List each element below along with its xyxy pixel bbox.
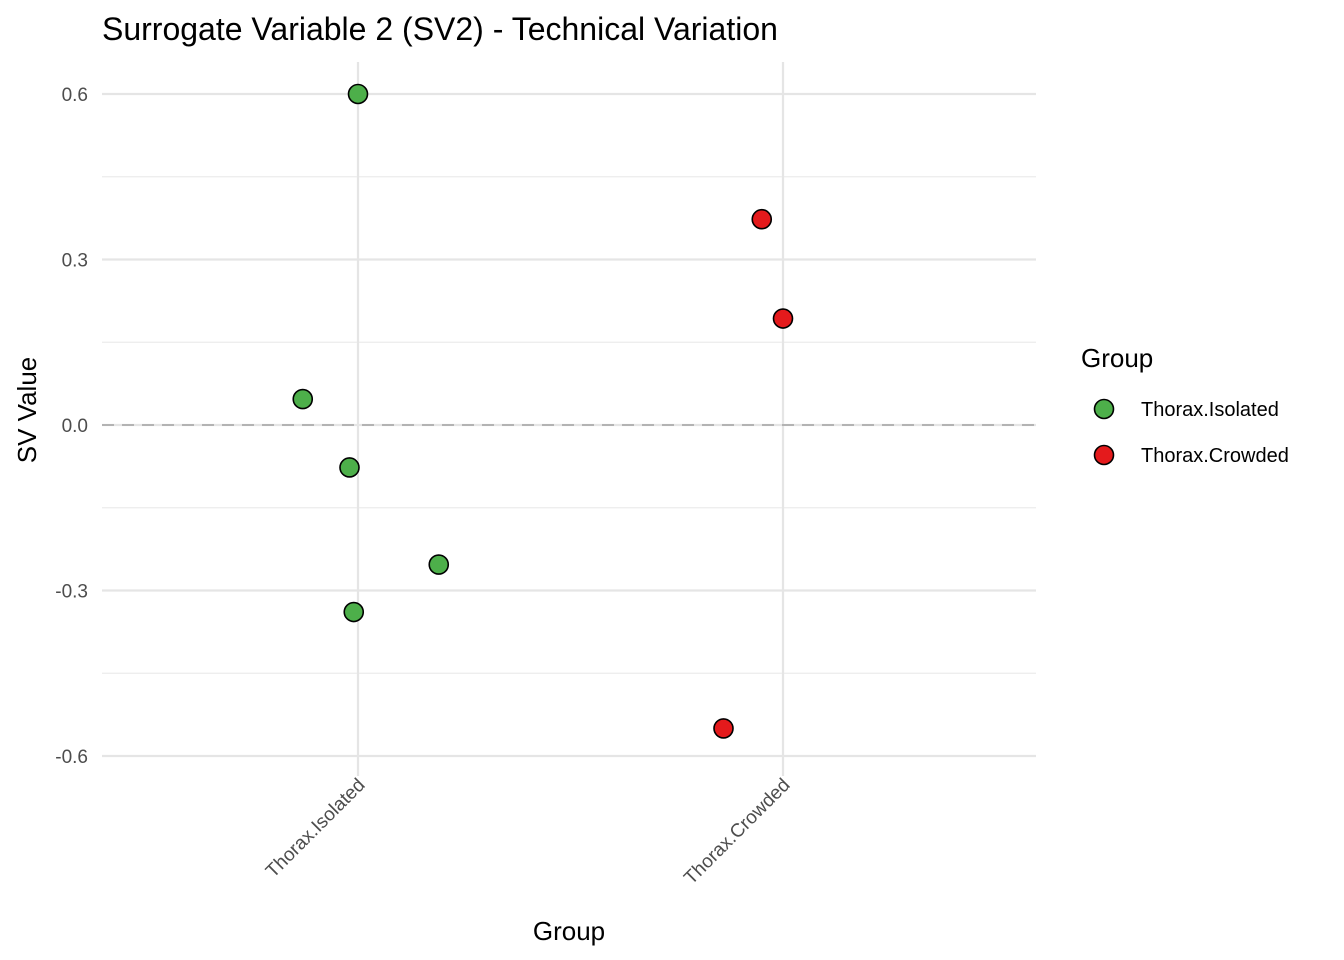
data-point — [772, 308, 794, 329]
data-point — [339, 457, 360, 478]
y-tick-label: 0.0 — [62, 416, 88, 437]
x-tick-label: Thorax.Crowded — [680, 775, 794, 889]
x-axis-title: Group — [533, 916, 605, 946]
y-axis-ticks: -0.6 -0.3 0.0 0.3 0.6 — [55, 85, 88, 768]
legend-title: Group — [1081, 343, 1153, 373]
legend-label: Thorax.Crowded — [1141, 445, 1289, 467]
data-point — [751, 208, 773, 230]
x-tick-label: Thorax.Isolated — [262, 775, 369, 882]
data-points — [292, 83, 794, 739]
x-axis-ticks: Thorax.Isolated Thorax.Crowded — [262, 775, 794, 889]
legend-key — [1093, 444, 1115, 466]
y-tick-label: 0.3 — [62, 250, 88, 271]
data-point — [347, 83, 369, 105]
y-tick-label: 0.6 — [62, 85, 88, 106]
y-tick-label: -0.3 — [55, 582, 88, 603]
legend-key — [1093, 398, 1115, 420]
data-point — [343, 601, 365, 623]
legend-label: Thorax.Isolated — [1141, 399, 1279, 421]
data-point — [428, 554, 450, 575]
legend: Group Thorax.Isolated Thorax.Crowded — [1081, 343, 1289, 467]
grid-lines — [102, 62, 1036, 776]
chart-title: Surrogate Variable 2 (SV2) - Technical V… — [102, 11, 778, 47]
data-point — [713, 718, 734, 739]
y-axis-title: SV Value — [12, 357, 42, 463]
data-point — [292, 388, 314, 410]
y-tick-label: -0.6 — [55, 747, 88, 768]
